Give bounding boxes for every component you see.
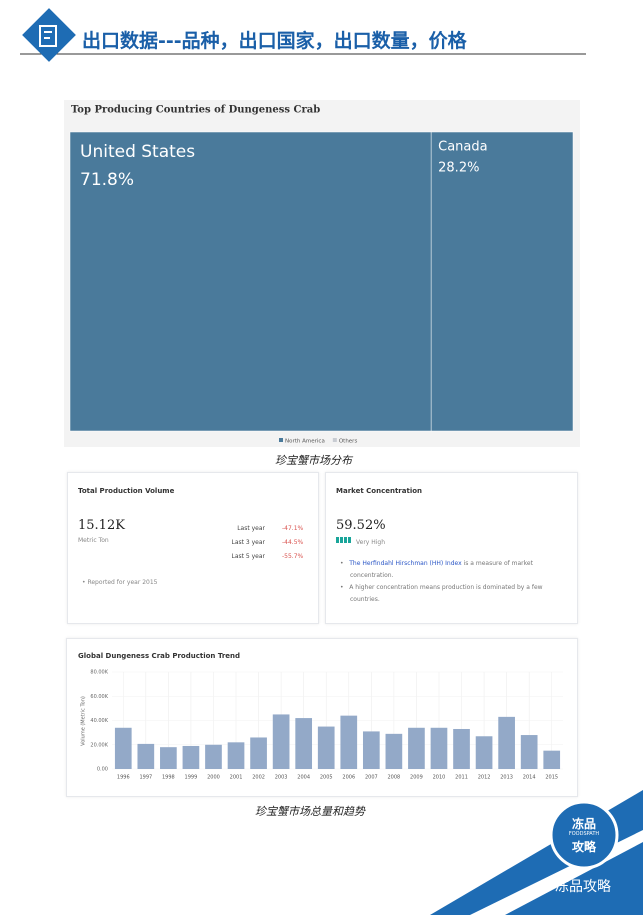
bar <box>498 716 515 769</box>
y-tick-label: 60.00K <box>90 694 108 700</box>
bar <box>160 747 177 769</box>
bar <box>430 727 448 769</box>
x-tick-label: 2011 <box>455 775 468 781</box>
bar <box>408 727 425 769</box>
bar <box>543 750 561 769</box>
level-text: Very High <box>356 539 386 546</box>
bar <box>340 715 358 769</box>
bar <box>385 733 403 769</box>
bar <box>250 737 267 769</box>
x-tick-label: 2012 <box>478 775 491 781</box>
logo-middle: FOODSPATH <box>568 831 600 837</box>
legend-swatch <box>279 438 283 442</box>
row-value: -47.1% <box>282 525 304 532</box>
production-card <box>67 472 319 624</box>
bar <box>205 744 222 769</box>
row-label: Last 5 year <box>231 553 265 560</box>
cell-label: Canada <box>438 140 487 155</box>
cell-value: 28.2% <box>438 161 479 176</box>
legend-swatch <box>332 438 337 442</box>
bar <box>362 731 380 769</box>
footer: 冻品攻略 <box>555 879 611 895</box>
treemap-chart: Top Producing Countries of Dungeness Cra… <box>69 105 574 445</box>
card-title: Market Concentration <box>336 487 423 495</box>
note-text: Reported for year 2015 <box>87 579 158 586</box>
card-note: • Reported for year 2015 <box>82 579 158 586</box>
cell-label: United States <box>80 142 195 162</box>
treemap-cell <box>430 131 574 432</box>
y-axis-title: Volume (Metric Ton) <box>81 696 87 746</box>
x-tick-label: 2000 <box>207 775 220 781</box>
logo-bottom: 攻略 <box>571 840 596 854</box>
row-label: Last year <box>237 525 265 532</box>
bar <box>475 736 493 769</box>
treemap-title: Top Producing Countries of Dungeness Cra… <box>71 105 320 116</box>
row-label: Last 3 year <box>231 539 265 546</box>
bar <box>453 728 470 769</box>
card-value: 59.52% <box>336 518 386 533</box>
link[interactable]: The Herfindahl Hirschman (HH) Index <box>349 560 462 567</box>
legend-label: North America <box>285 439 325 445</box>
x-tick-label: 2003 <box>275 775 288 781</box>
y-tick-label: 0.00 <box>97 767 108 773</box>
x-tick-label: 2008 <box>388 775 401 781</box>
x-tick-label: 2005 <box>320 775 333 781</box>
card-value: 15.12K <box>78 518 125 533</box>
bar <box>227 742 245 769</box>
x-tick-label: 1996 <box>117 775 130 781</box>
card-title: Total Production Volume <box>78 487 175 495</box>
header-title: 出口数据---品种，出口国家，出口数量，价格 <box>82 30 467 52</box>
chart-title: Global Dungeness Crab Production Trend <box>78 652 240 660</box>
treemap-cell <box>69 131 432 432</box>
x-tick-label: 2014 <box>523 775 536 781</box>
x-tick-label: 2009 <box>410 775 423 781</box>
cell-value: 71.8% <box>80 170 134 190</box>
card-unit: Metric Ton <box>78 537 109 544</box>
concentration-card <box>325 472 578 624</box>
y-tick-label: 20.00K <box>90 742 108 748</box>
x-tick-label: 2001 <box>230 775 243 781</box>
bullet-text: A higher concentration means production … <box>349 584 543 603</box>
caption: 珍宝蟹市场总量和趋势 <box>255 805 365 818</box>
y-tick-label: 40.00K <box>90 718 108 724</box>
x-tick-label: 2015 <box>545 775 558 781</box>
bar-chart: Global Dungeness Crab Production Trend V… <box>78 652 563 781</box>
bullet: • The Herfindahl Hirschman (HH) Index is… <box>340 560 533 579</box>
x-tick-label: 2002 <box>252 775 265 781</box>
row-value: -55.7% <box>282 553 304 560</box>
bullet: • A higher concentration means productio… <box>340 584 543 603</box>
legend-label: Others <box>339 439 358 445</box>
bar <box>520 735 538 769</box>
level-icon <box>336 537 351 543</box>
bar <box>317 726 335 769</box>
bar <box>272 714 290 769</box>
row-value: -44.5% <box>282 539 304 546</box>
x-tick-label: 2004 <box>297 775 310 781</box>
x-tick-label: 1998 <box>162 775 175 781</box>
bar <box>114 727 132 769</box>
bar <box>182 745 200 769</box>
x-tick-label: 2013 <box>500 775 513 781</box>
x-tick-label: 2010 <box>433 775 446 781</box>
bar <box>137 743 155 769</box>
x-tick-label: 1999 <box>185 775 198 781</box>
bar <box>295 718 313 769</box>
y-tick-label: 80.00K <box>90 670 108 676</box>
x-tick-label: 2006 <box>342 775 355 781</box>
x-tick-label: 2007 <box>365 775 378 781</box>
caption: 珍宝蟹市场分布 <box>275 454 352 467</box>
bullet-text: is a measure of market concentration. <box>350 560 533 579</box>
x-tick-label: 1997 <box>139 775 152 781</box>
logo-top: 冻品 <box>571 817 596 831</box>
chart-card <box>66 638 578 797</box>
bullets: • The Herfindahl Hirschman (HH) Index is… <box>340 558 560 606</box>
